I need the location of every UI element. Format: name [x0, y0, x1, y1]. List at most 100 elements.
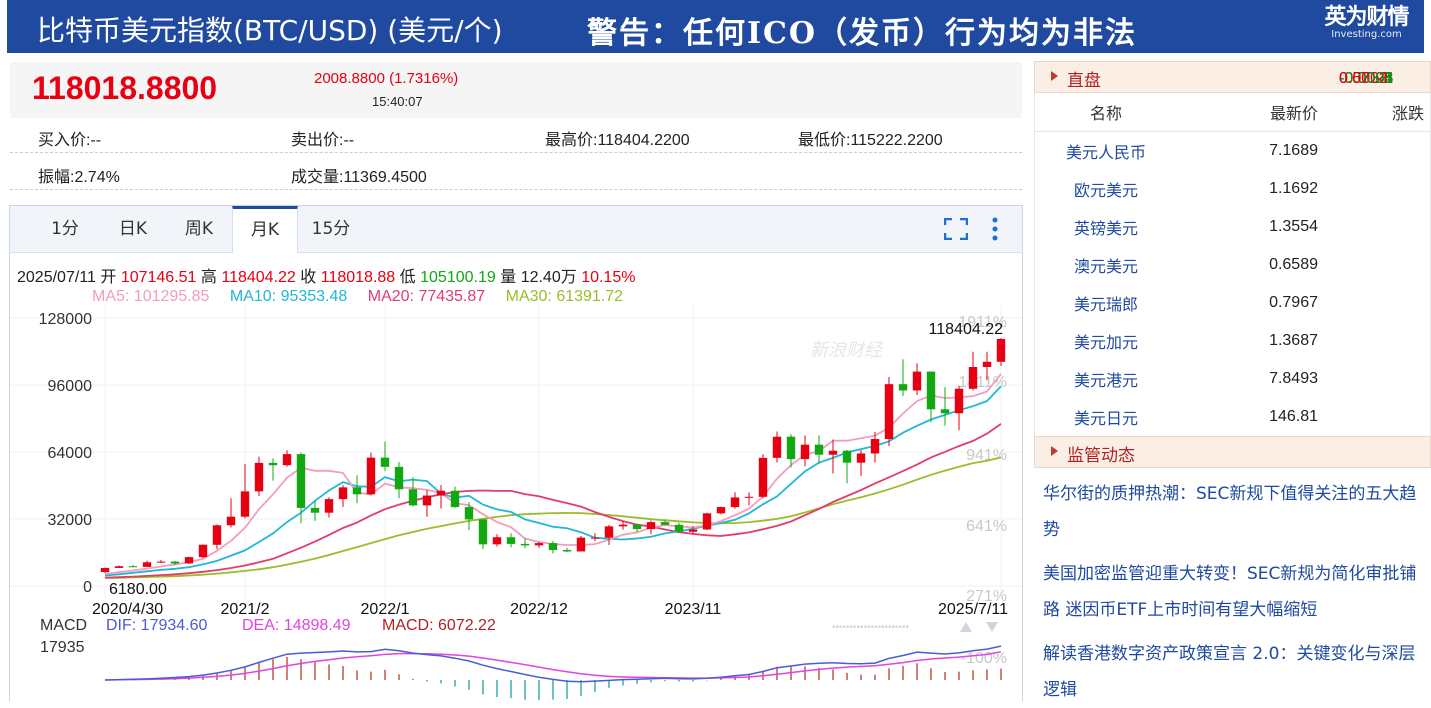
quote-name[interactable]: 美元人民币 — [1065, 143, 1146, 162]
candle-body — [730, 497, 740, 508]
quote-row[interactable]: 欧元美元 1.1692 -0.0008 — [1035, 70, 1431, 208]
y-tick-label-right: 271% — [966, 588, 1007, 605]
candle-body — [758, 457, 768, 497]
tab-monthly[interactable]: 月K — [232, 206, 298, 253]
candle-body — [100, 567, 110, 573]
y-tick-label: 0 — [83, 579, 92, 596]
candle-body — [940, 409, 950, 414]
col-change: 涨跌 — [1338, 93, 1431, 132]
candle-body — [842, 450, 852, 463]
candle-body — [786, 436, 796, 460]
news-panel: 监管动态 华尔街的质押热潮：SEC新规下值得关注的五大趋势 美国加密监管迎重大转变… — [1034, 436, 1431, 708]
candle-body — [380, 457, 390, 467]
quote-price: 0.7967 — [1269, 294, 1318, 311]
logo-cn: 英为财情 — [1324, 5, 1409, 30]
caret-icon — [1051, 446, 1058, 456]
quote-name[interactable]: 美元加元 — [1073, 333, 1138, 352]
tab-daily[interactable]: 日K — [118, 219, 148, 239]
quote-price: 0.6589 — [1269, 256, 1318, 273]
candle-body — [800, 444, 810, 460]
quote-row[interactable]: 美元加元 1.3687 0.0034 — [1035, 70, 1431, 360]
low-label: 低 — [399, 269, 416, 286]
quote-change: -0.0001 — [1339, 70, 1394, 87]
ma30-legend: MA30: 61391.72 — [505, 288, 624, 305]
quotes-table: 名称 最新价 涨跌 美元人民币 7.1689 -0.0091 欧元美元 1.1692 -0… — [1034, 70, 1431, 437]
quote-name[interactable]: 美元港元 — [1073, 371, 1138, 390]
y-tick-label-right: 1911% — [958, 314, 1007, 331]
candle-body — [814, 444, 824, 455]
candle-body — [604, 526, 614, 538]
period-tabs: 1分 日K 周K 月K 15分 — [10, 206, 1022, 253]
fullscreen-icon[interactable] — [944, 218, 968, 240]
ohlc-readout: 2025/07/11 开 107146.51 高 118404.22 收 118… — [17, 263, 635, 287]
x-tick-label: 2022/1 — [361, 601, 410, 618]
quote-name[interactable]: 澳元美元 — [1073, 257, 1138, 276]
close-label: 收 — [300, 269, 317, 286]
candle-body — [506, 537, 516, 544]
ma30-line — [104, 456, 1002, 579]
tab-weekly[interactable]: 周K — [184, 219, 214, 239]
vol-value: 12.40万 — [520, 269, 577, 286]
quotes-header: 直盘 — [1034, 61, 1431, 93]
news-list: 华尔街的质押热潮：SEC新规下值得关注的五大趋势 美国加密监管迎重大转变！SEC新… — [1034, 476, 1431, 708]
col-name: 名称 — [1034, 93, 1177, 132]
dif-line — [104, 645, 1002, 683]
macd-legend: MACD: 6072.22 — [382, 617, 496, 634]
candle-body — [338, 487, 348, 500]
candle-body — [212, 525, 222, 545]
quote-row[interactable]: 美元港元 7.8493 -0.0004 — [1035, 70, 1431, 398]
news-header: 监管动态 — [1034, 436, 1431, 468]
quote-change: 0.0034 — [1339, 70, 1388, 87]
quotes-title[interactable]: 直盘 — [1067, 71, 1101, 91]
scroll-down-icon[interactable] — [986, 622, 998, 632]
candle-body — [870, 439, 880, 454]
quote-name[interactable]: 欧元美元 — [1073, 181, 1138, 200]
volume: 成交量:11369.4500 — [291, 169, 427, 186]
quote-row[interactable]: 美元瑞郎 0.7967 -0.0001 — [1035, 70, 1431, 322]
y-tick-label: 96000 — [48, 378, 93, 395]
candle-body — [366, 457, 376, 495]
investing-logo[interactable]: 英为财情 Investing.com — [1319, 6, 1414, 40]
quote-row[interactable]: 澳元美元 0.6589 0.0003 — [1035, 70, 1431, 284]
news-title[interactable]: 监管动态 — [1067, 446, 1135, 466]
candle-body — [450, 490, 460, 508]
candle-body — [716, 507, 726, 514]
quote-price: 146.81 — [1269, 408, 1318, 425]
price-time: 15:40:07 — [372, 94, 423, 109]
candle-body — [576, 537, 586, 552]
dif-legend: DIF: 17934.60 — [106, 617, 208, 634]
y-tick-label-right: 941% — [966, 447, 1007, 464]
ohlc-date: 2025/07/11 — [17, 269, 96, 286]
scroll-up-icon[interactable] — [960, 622, 972, 632]
tab-1min[interactable]: 1分 — [51, 219, 79, 239]
quote-row[interactable]: 美元日元 146.81 0.57 — [1035, 70, 1431, 437]
candle-body — [310, 507, 320, 513]
quote-change: 0.57 — [1339, 70, 1371, 87]
candle-body — [520, 543, 530, 546]
quote-name[interactable]: 英镑美元 — [1073, 219, 1138, 238]
candle-body — [492, 537, 502, 545]
candle-body — [226, 516, 236, 526]
news-link[interactable]: 美国加密监管迎重大转变！SEC新规为简化审批铺路 迷因币ETF上市时间有望大幅缩… — [1043, 564, 1417, 620]
candle-body — [828, 450, 838, 455]
quote-name[interactable]: 美元日元 — [1073, 409, 1138, 428]
quote-name[interactable]: 美元瑞郎 — [1073, 295, 1138, 314]
more-options-icon[interactable] — [990, 216, 1000, 242]
ma10-line — [104, 385, 1002, 577]
y-tick-label-right: 641% — [966, 518, 1007, 535]
quote-row[interactable]: 英镑美元 1.3554 -0.0025 — [1035, 70, 1431, 246]
candle-body — [240, 491, 250, 517]
x-tick-label: 2021/2 — [221, 601, 270, 618]
macd-axis-top: 17935 — [40, 639, 85, 656]
quote-row[interactable]: 美元人民币 7.1689 -0.0091 — [1035, 70, 1431, 171]
news-link[interactable]: 华尔街的质押热潮：SEC新规下值得关注的五大趋势 — [1043, 484, 1417, 540]
candle-body — [702, 513, 712, 530]
candle-body — [198, 544, 208, 558]
quote-price: 7.8493 — [1269, 370, 1318, 387]
candle-body — [282, 454, 292, 466]
quote-change: -0.0025 — [1339, 70, 1394, 87]
news-link[interactable]: 解读香港数字资产政策宣言 2.0：关键变化与深层逻辑 — [1043, 644, 1416, 700]
tab-15min[interactable]: 15分 — [311, 219, 351, 239]
candle-body — [478, 519, 488, 545]
